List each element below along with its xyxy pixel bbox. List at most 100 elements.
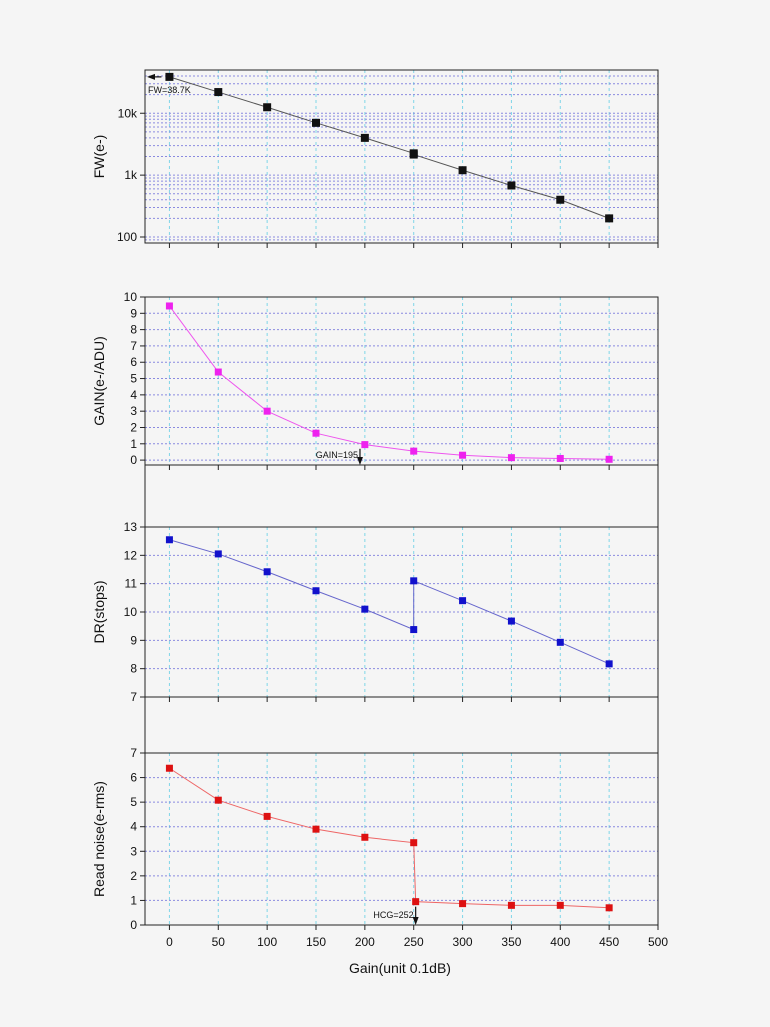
y-tick-label: 9	[130, 306, 137, 320]
y-tick-label: 8	[130, 662, 137, 676]
y-tick-label: 6	[130, 355, 137, 369]
data-point	[556, 195, 565, 204]
data-point	[312, 587, 320, 595]
data-point	[410, 577, 418, 585]
data-point	[263, 568, 271, 576]
x-tick-label: 300	[453, 935, 473, 949]
y-tick-label: 100	[117, 230, 137, 244]
y-tick-label: 11	[125, 577, 138, 591]
data-point	[312, 825, 320, 833]
y-tick-label: 10	[124, 290, 138, 304]
y-tick-label: 0	[130, 918, 137, 932]
y-tick-label: 2	[130, 420, 137, 434]
x-tick-label: 150	[306, 935, 326, 949]
data-point	[263, 812, 271, 820]
x-tick-label: 100	[257, 935, 277, 949]
panel-frame	[144, 296, 659, 466]
y-axis-label: FW(e-)	[91, 135, 107, 179]
panel-frame	[144, 752, 659, 926]
data-point	[459, 900, 467, 908]
data-point	[165, 302, 173, 310]
x-tick-label: 350	[501, 935, 521, 949]
y-tick-label: 1	[130, 893, 137, 907]
data-point	[459, 597, 467, 605]
panel-dr: 7 8 9 10 11 12 13 DR(stops)	[91, 520, 659, 704]
y-tick-label: 9	[130, 633, 137, 647]
y-tick-label: 3	[130, 844, 137, 858]
x-tick-label: 400	[550, 935, 570, 949]
data-point	[410, 626, 418, 634]
data-point	[556, 901, 564, 909]
panel-gain: 0 1 2 3 4 5 6 7 8 9 10 GAIN(e-/ADU) GAIN=195	[91, 290, 659, 470]
y-tick-label: 5	[130, 372, 137, 386]
data-point	[507, 454, 515, 462]
plot-root: 1001k10kFW(e-)FW=38.7K012345678910GAIN(e…	[91, 69, 668, 949]
data-point	[507, 617, 515, 625]
y-tick-label: 2	[130, 869, 137, 883]
data-point	[409, 150, 418, 159]
data-point	[165, 764, 173, 772]
panel-rn: 0 1 2 3 4 5 6 7 Read noise(e-rms) HCG=252	[91, 746, 659, 932]
annotation-arrowhead	[147, 73, 155, 80]
series-line	[169, 305, 610, 460]
x-axis-label: Gain(unit 0.1dB)	[349, 960, 451, 976]
data-point	[214, 368, 222, 376]
y-tick-label: 12	[124, 548, 138, 562]
y-tick-label: 0	[130, 453, 137, 467]
y-axis-label: Read noise(e-rms)	[91, 781, 107, 897]
y-tick-label: 3	[130, 404, 137, 418]
panel-frame	[144, 69, 659, 244]
data-point	[361, 441, 369, 449]
y-tick-label: 10	[124, 605, 138, 619]
y-axis-label: DR(stops)	[91, 580, 107, 643]
annotation-arrowhead	[356, 457, 363, 465]
y-tick-label: 7	[130, 339, 137, 353]
y-tick-label: 4	[130, 388, 137, 402]
y-tick-label: 8	[130, 323, 137, 337]
y-tick-label: 13	[124, 520, 138, 534]
data-point	[556, 638, 564, 646]
x-tick-label: 500	[648, 935, 668, 949]
data-point	[214, 550, 222, 558]
x-tick-label: 0	[166, 935, 173, 949]
annotation-label: GAIN=195	[316, 450, 358, 460]
panel-fw: 100 1k 10k FW(e-) FW=38.7K	[91, 69, 659, 248]
y-tick-label: 7	[130, 746, 137, 760]
data-point	[605, 214, 614, 223]
data-point	[459, 451, 467, 459]
data-point	[458, 166, 467, 175]
y-tick-label: 10k	[118, 106, 138, 120]
annotation-arrowhead	[412, 917, 419, 925]
data-point	[605, 904, 613, 912]
x-tick-label: 450	[599, 935, 619, 949]
annotation-label: HCG=252	[373, 910, 413, 920]
data-point	[165, 536, 173, 544]
y-tick-label: 6	[130, 771, 137, 785]
data-point	[312, 429, 320, 437]
y-tick-label: 1k	[124, 168, 138, 182]
data-point	[507, 901, 515, 909]
data-point	[165, 72, 174, 81]
data-point	[312, 118, 320, 127]
data-point	[410, 839, 418, 847]
data-point	[605, 660, 613, 668]
data-point	[361, 833, 369, 841]
data-point	[360, 133, 369, 142]
x-tick-label: 50	[212, 935, 226, 949]
y-axis-label: GAIN(e-/ADU)	[91, 336, 107, 425]
data-point	[214, 88, 223, 97]
x-tick-label: 250	[404, 935, 424, 949]
data-point	[263, 103, 272, 112]
data-point	[605, 455, 613, 463]
data-point	[410, 447, 418, 455]
y-tick-label: 4	[130, 820, 137, 834]
data-point	[412, 898, 420, 906]
x-tick-label: 200	[355, 935, 375, 949]
data-point	[214, 796, 222, 804]
data-point	[361, 605, 369, 613]
y-tick-label: 5	[130, 795, 137, 809]
data-point	[507, 181, 516, 190]
annotation-label: FW=38.7K	[148, 85, 191, 95]
